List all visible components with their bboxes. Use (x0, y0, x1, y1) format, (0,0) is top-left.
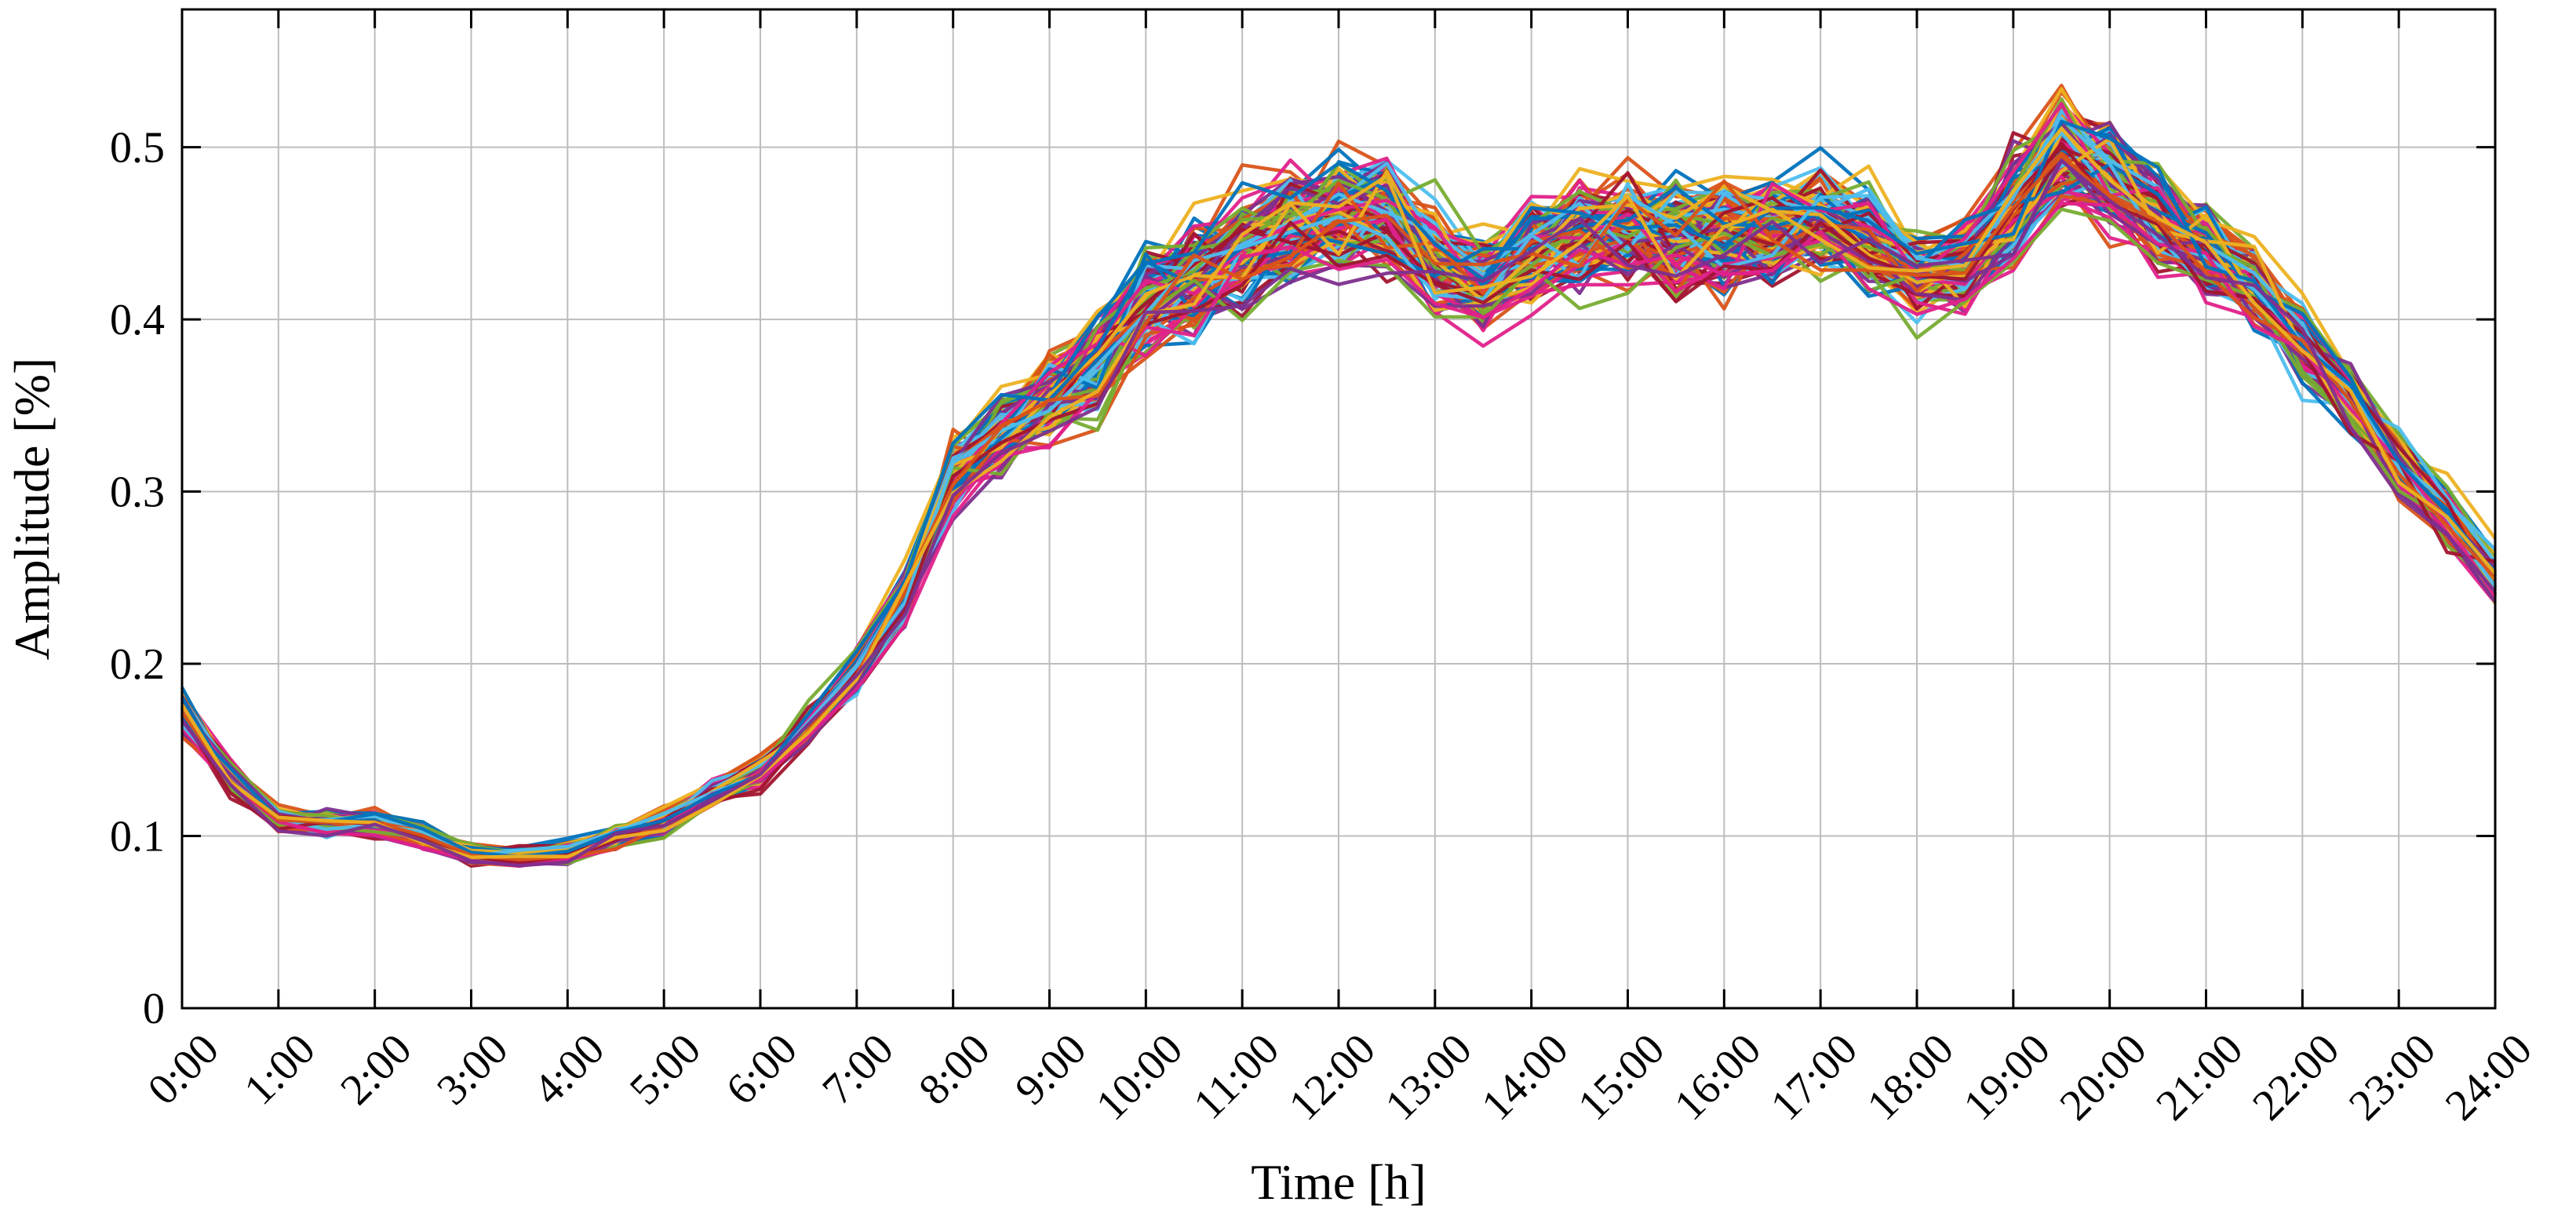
series-line (180, 119, 2497, 859)
y-tick-label: 0.5 (110, 124, 165, 173)
y-tick-label: 0.4 (110, 296, 165, 344)
y-tick-label: 0.2 (110, 640, 165, 689)
series-lines (180, 83, 2498, 869)
y-tick-label: 0.1 (110, 813, 165, 861)
series-line (180, 126, 2497, 860)
x-gridlines (181, 9, 2496, 1008)
y-tick-labels: 0 0.1 0.2 0.3 0.4 0.5 (110, 124, 165, 1033)
series-line (180, 116, 2497, 859)
y-tick-label: 0.3 (110, 468, 165, 517)
series-line (180, 158, 2497, 868)
tick-marks (180, 9, 2497, 1010)
x-axis-label: Time [h] (1251, 1154, 1426, 1210)
y-tick-label: 0 (143, 985, 165, 1033)
series-line (180, 201, 2497, 869)
y-axis-label: Amplitude [%] (4, 358, 60, 661)
